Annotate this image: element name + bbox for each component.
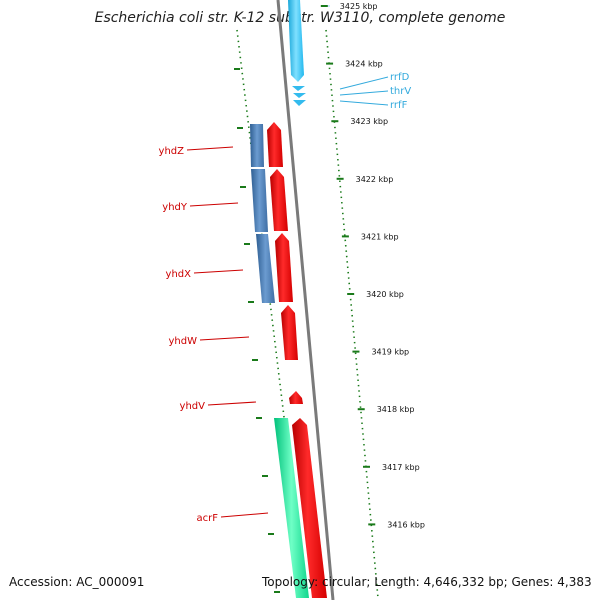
gene-yhdY-red[interactable] [270,169,288,231]
kbp-label: 3421 kbp [361,232,399,241]
kbp-label: 3424 kbp [345,60,383,69]
gene-acrF-red[interactable] [292,418,327,598]
gene-yhdZ-red[interactable] [267,122,283,167]
gene-yhdZ-blue[interactable] [250,124,264,167]
gene-label-layer: yhdZ yhdY yhdX yhdW yhdV acrF rrfD thrV rrfF [159,72,412,524]
kbp-label: 3420 kbp [366,290,404,299]
gene-rrfD[interactable] [292,86,305,91]
right-label-leaders [339,76,389,106]
gene-yhdX-red[interactable] [275,233,293,302]
gene-yhdY-blue[interactable] [251,169,268,232]
kbp-label: 3418 kbp [377,405,415,414]
kbp-tick-layer: 3425 kbp 3424 kbp 3423 kbp 3422 kbp 3421 kbp… [320,2,425,529]
gene-acrF-green[interactable] [274,418,309,598]
gene-yhdW-red[interactable] [281,305,298,360]
gene-label-acrF[interactable]: acrF [197,513,219,524]
kbp-label: 3417 kbp [382,463,420,472]
left-track-ticks [234,68,280,593]
gene-label-rrfD[interactable]: rrfD [390,72,410,83]
gene-label-yhdZ[interactable]: yhdZ [159,146,185,157]
gene-thrV[interactable] [293,93,306,98]
gene-rrfF[interactable] [293,100,306,106]
gene-label-yhdY[interactable]: yhdY [162,202,188,213]
topology-text: Topology: circular; Length: 4,646,332 bp… [262,575,592,589]
gene-label-yhdV[interactable]: yhdV [180,401,206,412]
gene-label-rrfF[interactable]: rrfF [390,100,408,111]
accession-text: Accession: AC_000091 [9,575,145,589]
gene-label-yhdX[interactable]: yhdX [166,269,192,280]
right-dotted-track [325,29,379,599]
kbp-label: 3416 kbp [387,520,425,529]
kbp-label: 3423 kbp [350,117,388,126]
left-label-leaders [186,146,269,518]
gene-yhdV-red[interactable] [289,391,303,404]
gene-yhdX-blue[interactable] [256,234,275,303]
kbp-label: 3422 kbp [356,175,394,184]
gene-label-yhdW[interactable]: yhdW [169,336,198,347]
kbp-label: 3425 kbp [340,2,378,11]
kbp-label: 3419 kbp [371,348,409,357]
genome-backbone [276,0,335,600]
gene-cyan-upper[interactable] [288,0,304,82]
gene-label-thrV[interactable]: thrV [390,86,411,97]
